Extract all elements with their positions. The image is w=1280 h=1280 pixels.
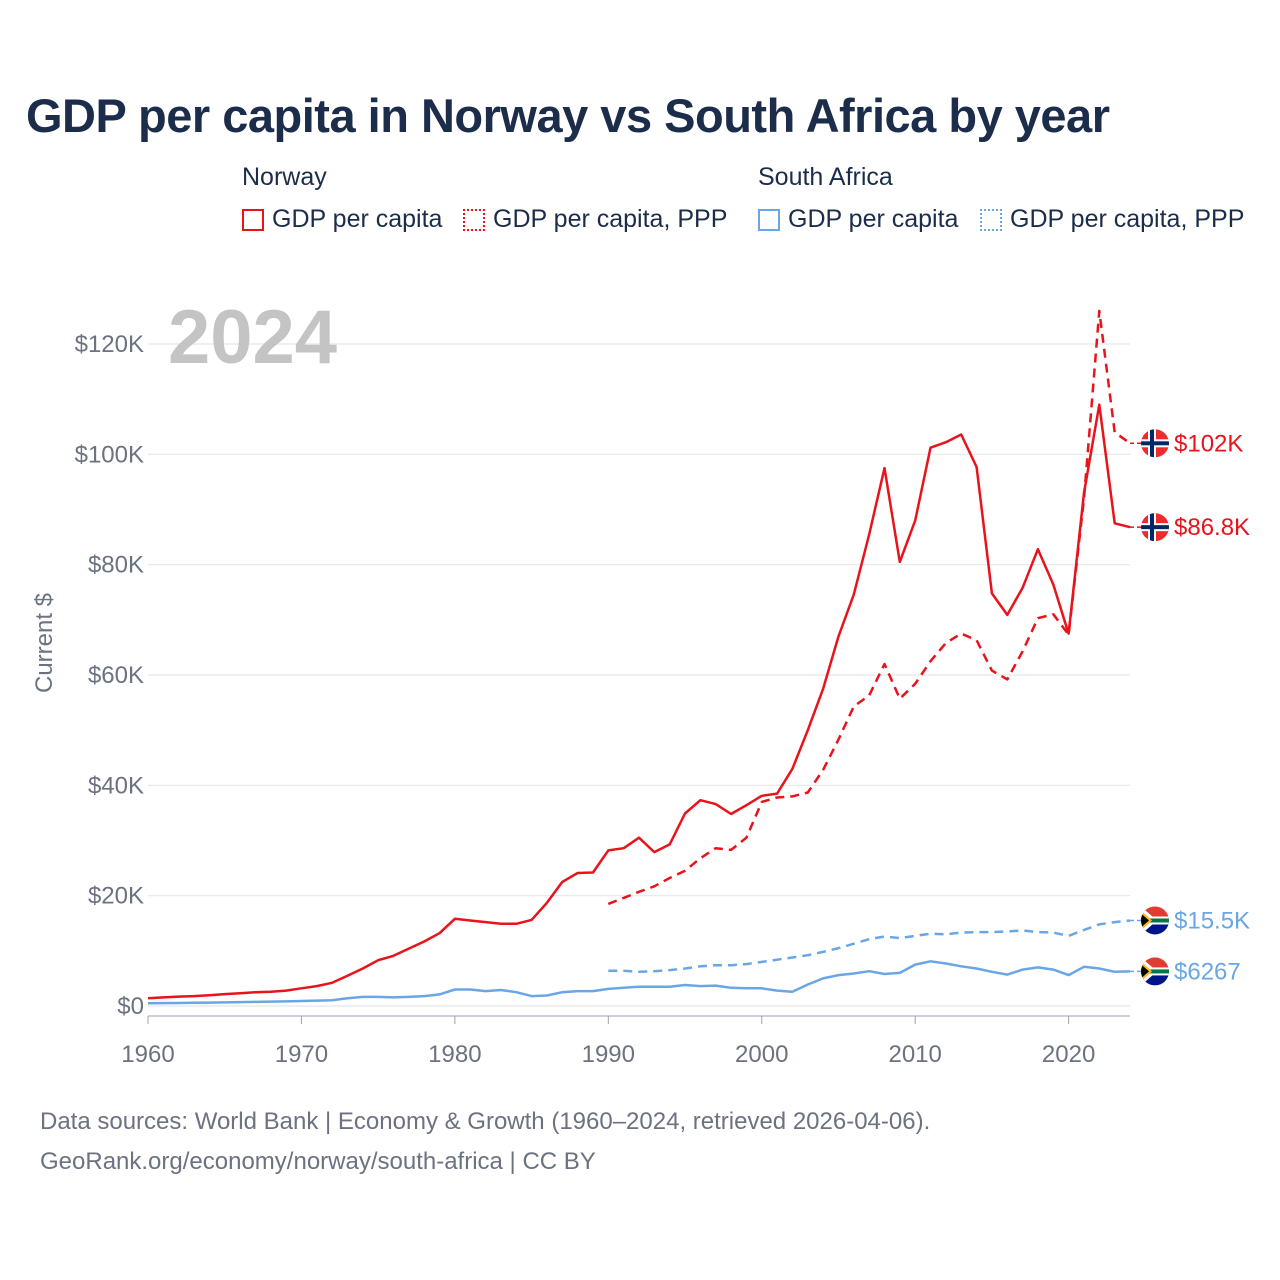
series-line-norway-gdp-per-capita-ppp	[607, 309, 1131, 906]
south-africa-flag-icon	[1141, 906, 1169, 935]
x-tick-label: 2020	[1042, 1041, 1095, 1068]
legend-label: GDP per capita, PPP	[493, 205, 728, 233]
x-tick-label: 1970	[275, 1041, 328, 1068]
y-tick-label: $80K	[88, 552, 144, 579]
year-watermark: 2024	[168, 295, 337, 380]
end-value-label: $6267	[1174, 958, 1241, 985]
x-tick-label: 2010	[888, 1041, 941, 1068]
chart-title: GDP per capita in Norway vs South Africa…	[26, 89, 1110, 142]
x-tick-label: 2000	[735, 1041, 788, 1068]
y-tick-label: $120K	[75, 331, 144, 358]
legend-swatch-solid-red	[242, 208, 264, 231]
legend-group-norway: Norway	[242, 163, 327, 191]
legend-label: GDP per capita	[272, 205, 443, 233]
legend-item-norway-ppp[interactable]: GDP per capita, PPP	[463, 205, 727, 234]
norway-flag-icon	[1141, 429, 1169, 458]
series-line-norway-gdp-per-capita	[147, 403, 1131, 1000]
legend-swatch-solid-blue	[758, 208, 780, 231]
series-line-south-africa-gdp-per-capita-ppp	[608, 919, 1131, 974]
y-tick-label: $60K	[88, 662, 144, 689]
legend-label: GDP per capita, PPP	[1010, 205, 1245, 233]
legend-swatch-dotted-red	[463, 208, 485, 231]
y-tick-label: $40K	[88, 772, 144, 799]
legend-group-south-africa: South Africa	[758, 163, 893, 191]
legend-item-south-africa-ppp[interactable]: GDP per capita, PPP	[980, 205, 1244, 234]
y-tick-label: $0	[117, 993, 144, 1020]
x-tick-label: 1960	[121, 1041, 174, 1068]
x-tick-label: 1990	[582, 1041, 635, 1068]
y-tick-label: $100K	[75, 441, 144, 468]
norway-flag-icon	[1141, 513, 1169, 542]
footer-sources: Data sources: World Bank | Economy & Gro…	[40, 1108, 931, 1135]
end-value-label: $86.8K	[1174, 514, 1250, 541]
south-africa-flag-icon	[1141, 957, 1169, 986]
end-value-label: $102K	[1174, 430, 1243, 457]
legend-label: GDP per capita	[788, 205, 959, 233]
legend-swatch-dotted-blue	[980, 208, 1002, 231]
y-tick-label: $20K	[88, 883, 144, 910]
legend-item-south-africa-gdp[interactable]: GDP per capita	[758, 205, 958, 234]
footer-attribution[interactable]: GeoRank.org/economy/norway/south-africa …	[40, 1148, 596, 1175]
x-tick-label: 1980	[428, 1041, 481, 1068]
y-axis-title: Current $	[31, 593, 58, 693]
series-line-south-africa-gdp-per-capita	[147, 960, 1131, 1005]
line-chart: 2024 $0 $20K $40K $60K $80K $100K $120K 1960 19…	[31, 295, 1250, 1068]
legend-item-norway-gdp[interactable]: GDP per capita	[242, 205, 442, 234]
end-value-label: $15.5K	[1174, 907, 1250, 934]
